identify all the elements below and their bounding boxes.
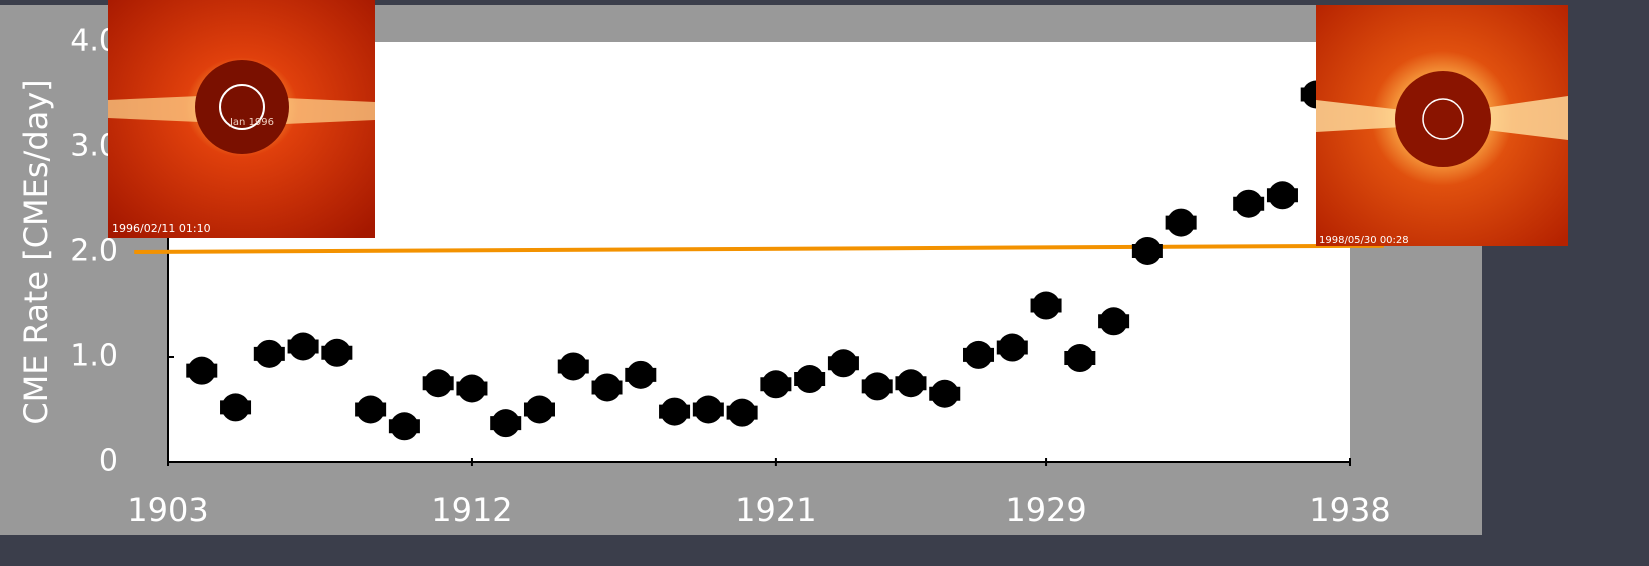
x-tick-label: 1921 — [735, 491, 816, 529]
data-point — [796, 365, 824, 393]
data-point — [525, 396, 553, 424]
y-tick-label: 1.0 — [70, 339, 118, 374]
data-point — [255, 340, 283, 368]
data-point — [1167, 209, 1195, 237]
data-point — [728, 399, 756, 427]
image-timestamp: 1996/02/11 01:10 — [112, 222, 211, 235]
slide: CME Rate [CMEs/day] 01.02.03.04.01903191… — [0, 0, 1649, 562]
data-point — [1100, 307, 1128, 335]
data-point — [829, 349, 857, 377]
occulter — [195, 60, 289, 154]
occulter — [1395, 71, 1491, 167]
data-point — [1235, 190, 1263, 218]
x-tick-label: 1903 — [127, 491, 208, 529]
data-point — [1268, 181, 1296, 209]
data-point — [931, 380, 959, 408]
data-point — [593, 373, 621, 401]
x-tick-label: 1938 — [1309, 491, 1390, 529]
x-tick-label: 1912 — [431, 491, 512, 529]
data-point — [1066, 344, 1094, 372]
data-point — [627, 361, 655, 389]
data-point — [390, 412, 418, 440]
image-right: 1998/05/30 00:28 — [1316, 5, 1568, 246]
data-point — [998, 334, 1026, 362]
data-point — [965, 341, 993, 369]
y-axis-label: CME Rate [CMEs/day] — [17, 79, 55, 424]
data-point — [762, 370, 790, 398]
data-point — [357, 396, 385, 424]
data-point — [492, 409, 520, 437]
data-point — [458, 375, 486, 403]
data-point — [694, 396, 722, 424]
data-point — [661, 398, 689, 426]
data-point — [188, 357, 216, 385]
data-point — [323, 339, 351, 367]
data-point — [289, 333, 317, 361]
page: CME Rate [CMEs/day] 01.02.03.04.01903191… — [0, 0, 1649, 566]
data-point — [897, 369, 925, 397]
image-timestamp: 1998/05/30 00:28 — [1319, 235, 1409, 246]
x-tick-label: 1929 — [1005, 491, 1086, 529]
y-tick-label: 2.0 — [70, 234, 118, 269]
data-point — [424, 369, 452, 397]
data-point — [222, 393, 250, 421]
data-point — [1133, 237, 1161, 265]
image-label: Jan 1996 — [229, 117, 274, 128]
data-point — [863, 372, 891, 400]
y-tick-label: 0 — [99, 444, 118, 479]
image-left: Jan 1996 1996/02/11 01:10 — [108, 0, 375, 238]
data-point — [559, 352, 587, 380]
data-point — [1032, 292, 1060, 320]
